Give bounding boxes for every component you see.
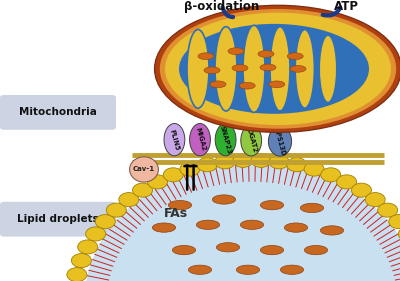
Circle shape (180, 162, 200, 176)
Ellipse shape (243, 25, 265, 112)
Circle shape (148, 175, 168, 189)
Ellipse shape (287, 53, 303, 60)
Circle shape (378, 203, 398, 217)
Ellipse shape (187, 30, 209, 108)
FancyBboxPatch shape (0, 202, 116, 237)
Ellipse shape (304, 246, 328, 255)
Text: FAs: FAs (164, 207, 188, 220)
Ellipse shape (295, 30, 314, 108)
Ellipse shape (239, 82, 255, 89)
Ellipse shape (270, 27, 290, 111)
Circle shape (163, 168, 183, 182)
Circle shape (365, 192, 385, 207)
Text: Mitochondria: Mitochondria (19, 107, 97, 117)
Ellipse shape (188, 265, 212, 274)
Ellipse shape (154, 5, 400, 132)
Text: PLIN5: PLIN5 (169, 128, 180, 151)
Ellipse shape (168, 201, 192, 210)
Ellipse shape (210, 81, 226, 88)
Ellipse shape (130, 157, 158, 182)
Ellipse shape (215, 27, 237, 111)
Circle shape (119, 192, 139, 207)
Circle shape (352, 183, 372, 197)
Ellipse shape (320, 226, 344, 235)
Text: DGAT2: DGAT2 (245, 128, 257, 153)
Text: Cav-1: Cav-1 (133, 166, 155, 173)
Text: β-oxidation: β-oxidation (184, 0, 260, 13)
Ellipse shape (280, 265, 304, 274)
Circle shape (95, 215, 115, 229)
Circle shape (78, 240, 98, 254)
Ellipse shape (260, 201, 284, 210)
Circle shape (398, 227, 400, 241)
Ellipse shape (319, 35, 337, 103)
Circle shape (86, 227, 106, 241)
Circle shape (197, 158, 217, 172)
Ellipse shape (240, 220, 264, 229)
Circle shape (233, 153, 253, 167)
Ellipse shape (164, 124, 185, 156)
FancyArrowPatch shape (222, 7, 233, 17)
Circle shape (287, 158, 307, 172)
Ellipse shape (198, 53, 214, 60)
Ellipse shape (260, 246, 284, 255)
Circle shape (389, 215, 400, 229)
Circle shape (269, 155, 289, 169)
Ellipse shape (241, 125, 262, 156)
Circle shape (215, 155, 235, 169)
Circle shape (71, 253, 91, 268)
Ellipse shape (190, 124, 210, 156)
Ellipse shape (269, 81, 285, 88)
Text: VPS13D: VPS13D (273, 126, 287, 156)
Ellipse shape (300, 203, 324, 213)
Ellipse shape (236, 265, 260, 274)
Ellipse shape (84, 163, 400, 281)
Circle shape (67, 268, 87, 281)
Text: SNAP23: SNAP23 (219, 124, 232, 155)
Ellipse shape (165, 13, 391, 125)
Text: ATP: ATP (334, 0, 358, 13)
Ellipse shape (196, 220, 220, 229)
Circle shape (106, 203, 126, 217)
Circle shape (336, 175, 356, 189)
Ellipse shape (204, 67, 220, 74)
Ellipse shape (290, 65, 306, 72)
Ellipse shape (216, 243, 240, 252)
Ellipse shape (152, 223, 176, 232)
FancyBboxPatch shape (0, 95, 116, 130)
Circle shape (251, 153, 271, 167)
Circle shape (304, 162, 324, 176)
FancyArrowPatch shape (323, 8, 340, 15)
Ellipse shape (258, 51, 274, 57)
Ellipse shape (179, 24, 369, 114)
Circle shape (132, 183, 152, 197)
Text: Lipid droplets: Lipid droplets (17, 214, 99, 224)
Circle shape (321, 168, 341, 182)
Ellipse shape (212, 195, 236, 204)
Ellipse shape (160, 9, 396, 129)
Ellipse shape (260, 64, 276, 71)
Ellipse shape (268, 126, 292, 156)
Ellipse shape (284, 223, 308, 232)
Ellipse shape (228, 48, 244, 55)
Ellipse shape (172, 246, 196, 255)
Ellipse shape (215, 124, 236, 156)
Ellipse shape (232, 65, 248, 71)
Text: MIGA2: MIGA2 (194, 127, 206, 152)
